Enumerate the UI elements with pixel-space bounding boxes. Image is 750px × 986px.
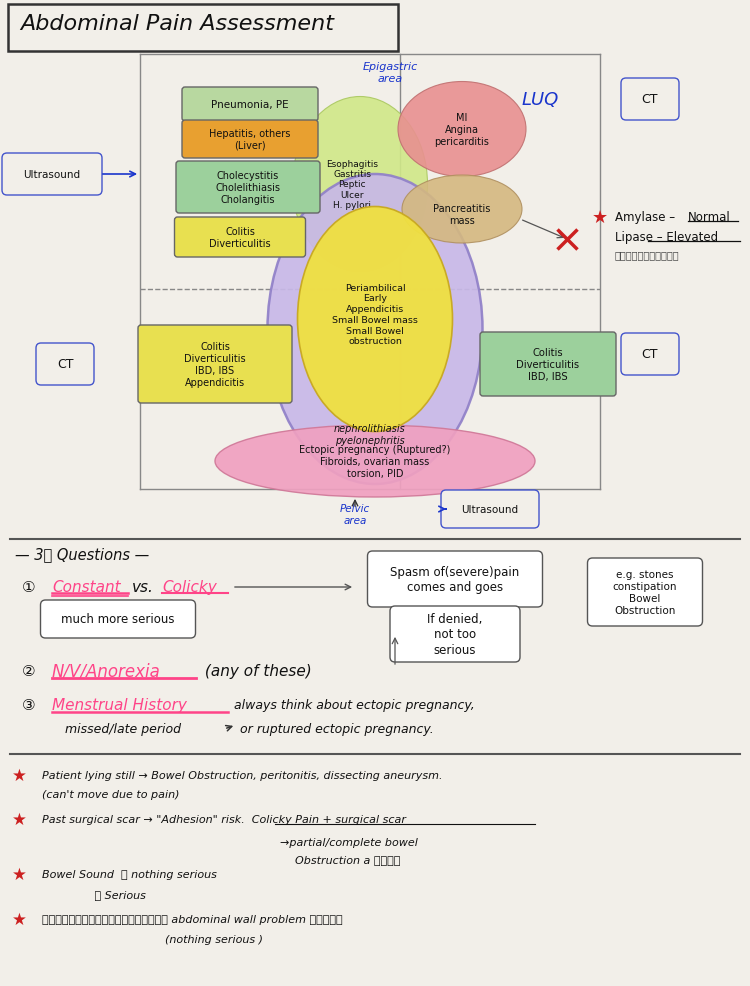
FancyBboxPatch shape (368, 551, 542, 607)
Text: Colitis
Diverticulitis
IBD, IBS: Colitis Diverticulitis IBD, IBS (517, 348, 580, 382)
FancyBboxPatch shape (36, 344, 94, 386)
Text: Amylase –: Amylase – (615, 211, 679, 224)
Text: LLQ: LLQ (523, 351, 557, 369)
Text: Menstrual History: Menstrual History (52, 698, 187, 713)
Text: →partial/complete bowel: →partial/complete bowel (280, 837, 418, 847)
Text: Abdominal Pain Assessment: Abdominal Pain Assessment (20, 14, 334, 34)
Text: much more serious: much more serious (62, 613, 175, 626)
Text: Colitis
Diverticulitis: Colitis Diverticulitis (209, 227, 271, 248)
Text: e.g. stones
constipation
Bowel
Obstruction: e.g. stones constipation Bowel Obstructi… (613, 570, 677, 615)
FancyBboxPatch shape (182, 88, 318, 122)
Ellipse shape (402, 176, 522, 244)
Text: Hepatitis, others
(Liver): Hepatitis, others (Liver) (209, 129, 291, 151)
Text: ★: ★ (12, 766, 27, 784)
Text: Bowel Sound  有 nothing serious: Bowel Sound 有 nothing serious (42, 869, 217, 880)
Text: N/V/Anorexia: N/V/Anorexia (52, 663, 160, 680)
Text: missed/late period: missed/late period (65, 723, 181, 736)
Text: Spasm of(severe)pain
comes and goes: Spasm of(severe)pain comes and goes (390, 565, 520, 594)
Text: CT: CT (57, 358, 74, 371)
Text: LUQ: LUQ (521, 91, 559, 108)
Text: (nothing serious ): (nothing serious ) (165, 934, 263, 944)
Text: ★: ★ (12, 810, 27, 828)
FancyBboxPatch shape (40, 600, 196, 638)
Text: RLQ: RLQ (174, 351, 210, 369)
FancyBboxPatch shape (480, 332, 616, 396)
Text: — 3大 Questions —: — 3大 Questions — (15, 547, 149, 562)
FancyBboxPatch shape (390, 606, 520, 663)
Text: CT: CT (642, 348, 658, 361)
Text: Colitis
Diverticulitis
IBD, IBS
Appendicitis: Colitis Diverticulitis IBD, IBS Appendic… (184, 342, 246, 387)
FancyBboxPatch shape (138, 325, 292, 403)
Text: Epigastric
area: Epigastric area (362, 62, 418, 84)
Text: Ultrasound: Ultrasound (23, 170, 80, 179)
Text: always think about ectopic pregnancy,: always think about ectopic pregnancy, (234, 699, 475, 712)
Text: (can't move due to pain): (can't move due to pain) (42, 789, 179, 800)
FancyBboxPatch shape (621, 79, 679, 121)
Text: Lipase – Elevated: Lipase – Elevated (615, 232, 718, 245)
Text: RUQ: RUQ (190, 91, 230, 108)
FancyBboxPatch shape (8, 5, 398, 52)
Text: Ectopic pregnancy (Ruptured?)
Fibroids, ovarian mass
torsion, PID: Ectopic pregnancy (Ruptured?) Fibroids, … (299, 445, 451, 478)
Ellipse shape (268, 175, 482, 484)
Text: ★: ★ (12, 865, 27, 883)
Text: 無 Serious: 無 Serious (42, 889, 146, 899)
Text: ★: ★ (12, 910, 27, 928)
FancyBboxPatch shape (441, 490, 539, 528)
Ellipse shape (292, 98, 427, 272)
Text: Past surgical scar → "Adhesion" risk.  Colicky Pain + surgical scar: Past surgical scar → "Adhesion" risk. Co… (42, 814, 406, 824)
Text: ★: ★ (592, 209, 608, 227)
Text: ②: ② (22, 664, 36, 678)
FancyBboxPatch shape (176, 162, 320, 214)
Text: Pneumonia, PE: Pneumonia, PE (211, 100, 289, 109)
Text: Pancreatitis
mass: Pancreatitis mass (433, 204, 490, 226)
Text: ①: ① (22, 580, 36, 595)
Text: Esophagitis
Gastritis
Peptic
Ulcer
H. pylori: Esophagitis Gastritis Peptic Ulcer H. py… (326, 160, 378, 210)
FancyBboxPatch shape (2, 154, 102, 196)
FancyBboxPatch shape (182, 121, 318, 159)
Ellipse shape (298, 207, 452, 432)
Text: Obstruction a 可能性。: Obstruction a 可能性。 (295, 854, 400, 864)
Text: CT: CT (642, 94, 658, 106)
Text: Colicky: Colicky (162, 580, 217, 595)
Text: Ultrasound: Ultrasound (461, 505, 518, 515)
Text: Pelvic
area: Pelvic area (340, 504, 370, 526)
Text: or ruptured ectopic pregnancy.: or ruptured ectopic pregnancy. (240, 723, 434, 736)
FancyBboxPatch shape (587, 558, 703, 626)
FancyBboxPatch shape (621, 333, 679, 376)
Text: (any of these): (any of these) (200, 664, 312, 678)
Text: Patient lying still → Bowel Obstruction, peritonitis, dissecting aneurysm.: Patient lying still → Bowel Obstruction,… (42, 770, 442, 780)
Text: Periambilical
Early
Appendicitis
Small Bowel mass
Small Bowel
obstruction: Periambilical Early Appendicitis Small B… (332, 283, 418, 346)
Text: Constant: Constant (52, 580, 121, 595)
Text: Normal: Normal (688, 211, 730, 224)
Text: 寝た状態で足を上げて、お腹が痛かったら abdominal wall problem の可能性。: 寝た状態で足を上げて、お腹が痛かったら abdominal wall probl… (42, 914, 343, 924)
Text: ③: ③ (22, 698, 36, 713)
Ellipse shape (398, 83, 526, 177)
Text: Cholecystitis
Cholelithiasis
Cholangitis: Cholecystitis Cholelithiasis Cholangitis (215, 171, 280, 205)
Text: vs.: vs. (132, 580, 154, 595)
Ellipse shape (215, 426, 535, 498)
Text: nephrolithiasis
pyelonephritis: nephrolithiasis pyelonephritis (334, 424, 406, 446)
Text: 此方が著く高く見られる: 此方が著く高く見られる (615, 249, 680, 259)
FancyBboxPatch shape (175, 218, 305, 257)
Text: If denied,
not too
serious: If denied, not too serious (427, 612, 483, 657)
Text: MI
Angina
pericarditis: MI Angina pericarditis (434, 112, 490, 147)
